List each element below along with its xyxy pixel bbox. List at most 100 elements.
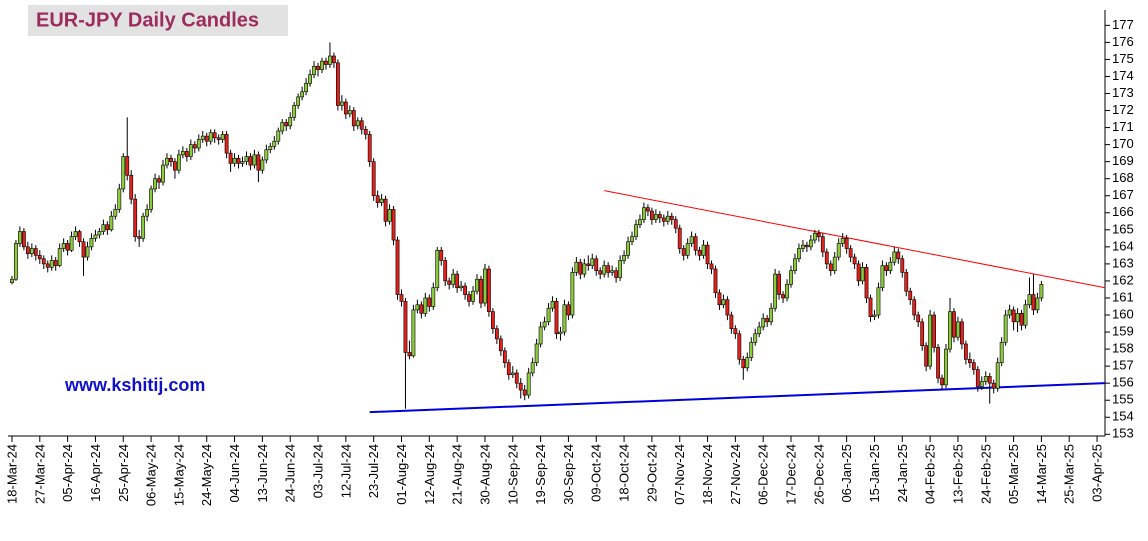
candle-body <box>944 348 948 386</box>
y-tick-label: 165 <box>1112 221 1134 236</box>
candle-body <box>530 362 535 374</box>
y-tick-label: 161 <box>1112 289 1134 304</box>
candle-body <box>320 60 324 70</box>
candle-body <box>216 137 221 140</box>
candle-body <box>634 224 638 237</box>
candle-body <box>868 297 873 318</box>
candle-body <box>884 265 889 272</box>
candle-body <box>745 357 750 369</box>
candle-body <box>1019 313 1024 326</box>
candle-body <box>725 299 730 316</box>
candle-body <box>808 239 813 248</box>
candle-body <box>908 290 913 300</box>
y-tick-label: 168 <box>1112 170 1134 185</box>
candle-body <box>570 272 575 316</box>
candle-body <box>101 224 106 232</box>
candle-body <box>741 359 746 369</box>
x-tick-label: 24-Jan-25 <box>895 444 910 503</box>
candle-body <box>642 207 646 220</box>
x-tick-label: 03-Jul-24 <box>311 444 326 498</box>
candle-body <box>276 130 281 142</box>
candle-body <box>757 326 762 335</box>
candle-body <box>940 377 944 386</box>
candle-body <box>125 156 130 176</box>
candle-body <box>574 261 579 273</box>
candle-body <box>109 215 114 231</box>
candle-body <box>399 294 404 302</box>
candle-body <box>45 263 50 268</box>
x-tick-label: 25-Mar-25 <box>1062 444 1077 504</box>
y-tick-label: 176 <box>1112 34 1134 49</box>
candle-body <box>224 134 229 154</box>
candle-body <box>196 139 201 149</box>
candle-body <box>29 248 34 254</box>
candle-body <box>383 198 388 222</box>
candle-body <box>256 154 261 171</box>
x-tick-label: 25-Apr-24 <box>116 444 131 502</box>
x-tick-label: 21-Aug-24 <box>450 444 465 505</box>
candle-body <box>586 263 591 266</box>
candle-body <box>363 128 368 135</box>
candle-body <box>117 188 122 210</box>
candle-body <box>999 341 1004 364</box>
candle-body <box>856 263 861 282</box>
x-tick-label: 18-Oct-24 <box>617 444 632 502</box>
candle-body <box>479 278 483 304</box>
candle-body <box>236 157 241 164</box>
candle-body <box>328 55 332 65</box>
candle-body <box>292 105 297 118</box>
y-tick-label: 164 <box>1112 238 1134 253</box>
candle-body <box>749 341 754 358</box>
candle-body <box>590 258 595 266</box>
candle-body <box>407 352 412 357</box>
candle-body <box>498 338 503 352</box>
candle-body <box>653 214 658 220</box>
candle-body <box>25 246 30 254</box>
candle-body <box>232 157 237 164</box>
candle-body <box>836 243 841 258</box>
candle-body <box>852 256 857 265</box>
candle-body <box>912 299 917 316</box>
y-tick-label: 177 <box>1112 17 1134 32</box>
watermark: www.kshitij.com <box>64 375 205 395</box>
candle-body <box>248 156 253 166</box>
candle-body <box>948 311 952 350</box>
candle-body <box>630 236 634 243</box>
candle-body <box>781 294 785 299</box>
candle-body <box>332 55 336 64</box>
candle-body <box>638 219 642 226</box>
candle-body <box>522 389 527 396</box>
x-tick-label: 24-Jun-24 <box>283 444 298 503</box>
x-tick-label: 05-Apr-24 <box>60 444 75 502</box>
candle-body <box>928 314 933 367</box>
candle-body <box>475 278 479 292</box>
candle-body <box>717 292 722 306</box>
candle-body <box>518 382 523 391</box>
candle-body <box>646 207 650 212</box>
candle-body <box>936 347 940 379</box>
candle-body <box>411 309 416 357</box>
candle-body <box>121 156 126 190</box>
candle-body <box>991 382 996 389</box>
candle-body <box>773 273 778 309</box>
candle-body <box>832 256 837 272</box>
candle-body <box>1027 294 1032 306</box>
candle-body <box>324 60 328 65</box>
candle-body <box>614 270 619 278</box>
candle-body <box>177 154 181 171</box>
x-tick-label: 26-Dec-24 <box>811 444 826 505</box>
candle-body <box>487 268 491 312</box>
candle-body <box>347 110 352 115</box>
title-box <box>28 5 288 36</box>
x-tick-label: 06-May-24 <box>144 444 159 506</box>
x-tick-label: 07-Nov-24 <box>672 444 687 505</box>
candle-body <box>403 301 408 353</box>
candle-body <box>65 243 70 251</box>
candle-body <box>697 249 702 256</box>
candle-body <box>212 132 217 139</box>
candle-body <box>649 210 654 220</box>
y-tick-label: 171 <box>1112 119 1134 134</box>
candle-body <box>85 246 90 258</box>
candle-body <box>153 178 157 190</box>
candle-body <box>816 232 821 237</box>
